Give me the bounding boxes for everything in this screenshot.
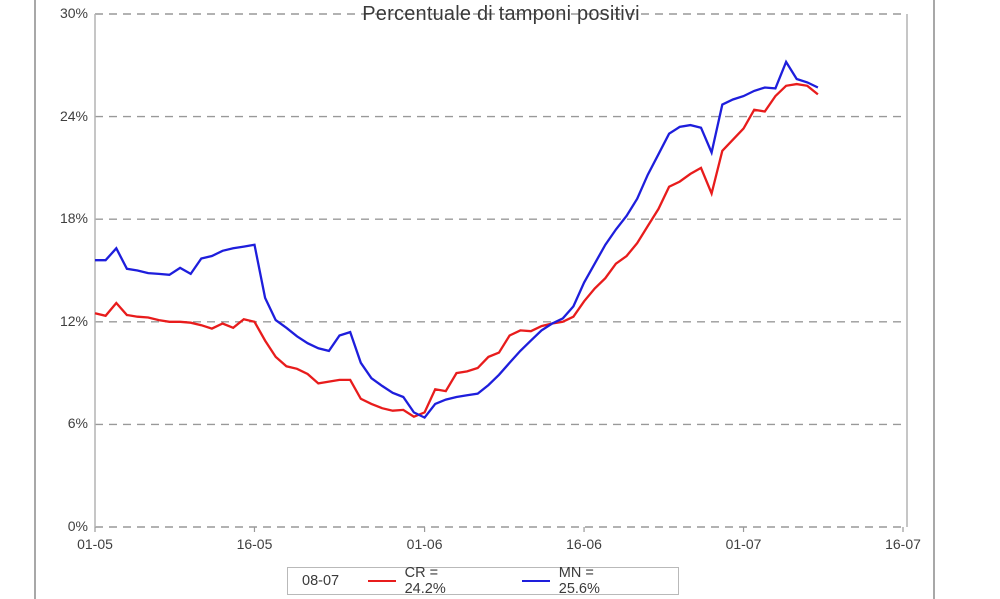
legend-cr-label: CR = 24.2% bbox=[404, 565, 446, 597]
mn-line-swatch bbox=[522, 580, 550, 582]
axes-spines bbox=[94, 14, 908, 527]
data-series bbox=[94, 59, 819, 420]
legend-entry-mn: MN = 25.6% bbox=[522, 565, 632, 597]
panel-border-right bbox=[933, 0, 935, 599]
x-tick-label: 16-06 bbox=[566, 536, 602, 552]
x-tick-label: 16-07 bbox=[885, 536, 921, 552]
y-tick-label: 18% bbox=[59, 210, 88, 227]
panel-border-left bbox=[34, 0, 36, 599]
x-tick-label: 01-05 bbox=[77, 536, 113, 552]
legend-box: 08-07 CR = 24.2% MN = 25.6% bbox=[287, 565, 679, 597]
series-line-mn bbox=[95, 59, 819, 420]
gridlines bbox=[95, 13, 907, 528]
legend-entry-cr: CR = 24.2% bbox=[368, 565, 476, 597]
series-line-cr bbox=[94, 82, 819, 418]
x-tick-label: 01-06 bbox=[406, 536, 443, 552]
y-tick-label: 6% bbox=[67, 415, 88, 432]
legend-date-label: 08-07 bbox=[302, 573, 340, 589]
x-tick-label: 16-05 bbox=[236, 536, 273, 552]
y-tick-label: 0% bbox=[67, 518, 88, 534]
y-tick-label: 12% bbox=[59, 312, 88, 329]
chart-title: Percentuale di tamponi positivi bbox=[362, 3, 640, 25]
y-tick-label: 30% bbox=[59, 5, 88, 21]
x-tick-label: 01-07 bbox=[725, 536, 762, 552]
cr-line-swatch bbox=[368, 580, 396, 582]
x-tick-marks bbox=[94, 527, 904, 532]
legend-mn-label: MN = 25.6% bbox=[558, 565, 600, 597]
y-tick-label: 24% bbox=[59, 107, 88, 124]
